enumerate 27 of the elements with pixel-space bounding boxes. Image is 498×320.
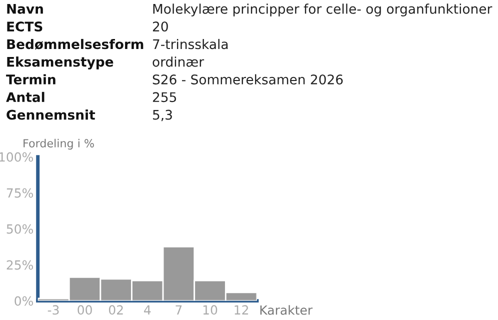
y-axis-title: Fordeling i % bbox=[24, 138, 94, 150]
text: Molekylære principper for celle- og organfunktioner bbox=[153, 4, 492, 16]
y-tick-label: 50% bbox=[6, 224, 33, 234]
y-tick-label: 25% bbox=[6, 260, 33, 270]
text: Antal bbox=[6, 92, 44, 102]
x-tick-label: 10 bbox=[203, 305, 218, 315]
x-tick-label: 02 bbox=[108, 305, 123, 315]
x-axis-title: Karakter bbox=[260, 305, 313, 315]
text: Bedømmelsesform bbox=[7, 38, 144, 50]
text: Termin bbox=[6, 74, 56, 84]
text: ordinær bbox=[152, 56, 204, 67]
x-tick-label: -3 bbox=[48, 305, 59, 315]
text: 7-trinsskala bbox=[153, 38, 228, 50]
text: ECTS bbox=[7, 22, 42, 32]
text: Eksamenstype bbox=[7, 56, 114, 70]
text: Navn bbox=[7, 4, 43, 14]
text: 5,3 bbox=[153, 110, 172, 122]
x-tick-label: 7 bbox=[176, 305, 182, 314]
text: 255 bbox=[152, 92, 176, 102]
x-tick-label: 4 bbox=[144, 305, 151, 314]
x-tick-label: 12 bbox=[234, 305, 248, 314]
text: S26 - Sommereksamen 2026 bbox=[152, 74, 343, 84]
x-tick-label: 00 bbox=[78, 305, 92, 315]
y-tick-label: 0% bbox=[14, 296, 33, 306]
text: Gennemsnit bbox=[6, 110, 96, 120]
text: 20 bbox=[152, 22, 168, 32]
y-tick-label: 75% bbox=[6, 188, 33, 198]
